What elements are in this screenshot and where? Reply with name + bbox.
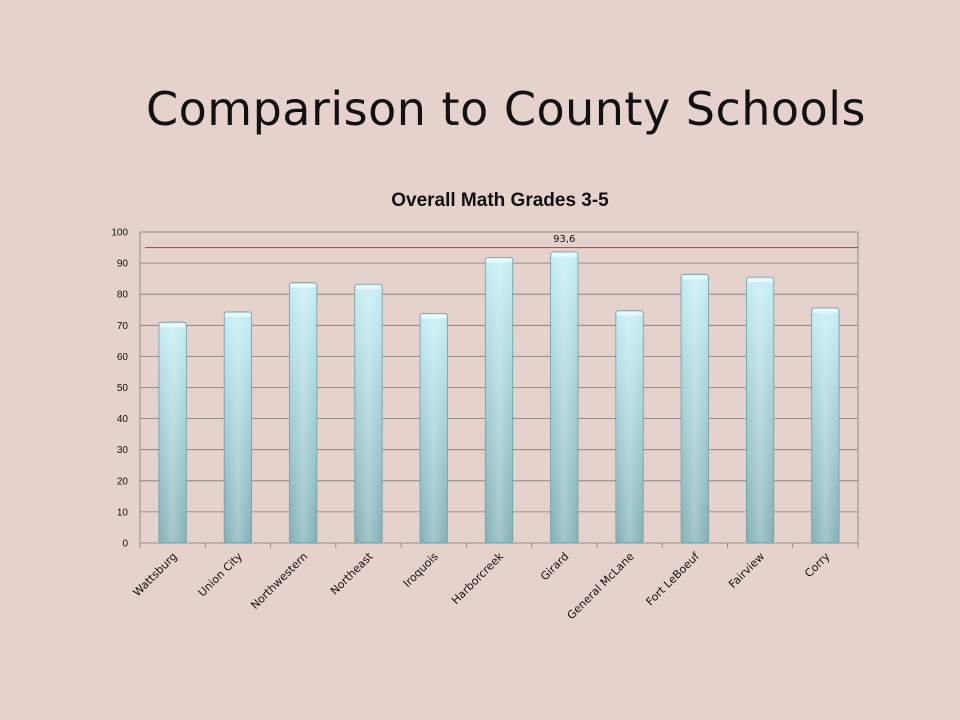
bar-highlight [552, 253, 576, 543]
x-category-label: Northwestern [248, 550, 310, 612]
bar-highlight [356, 286, 381, 542]
x-category-label: Harborcreek [449, 549, 507, 607]
bar-cap [159, 323, 186, 328]
bar-highlight [617, 312, 642, 542]
bar-cap [551, 252, 577, 257]
bar-highlight [487, 259, 511, 542]
data-label: 93,6 [553, 234, 575, 245]
bars [145, 246, 858, 544]
labels: 0 10 20 30 40 50 60 70 80 90 100 Wattsburg Union Cit… [111, 228, 833, 623]
bar-cap [747, 278, 773, 283]
y-tick-label: 100 [111, 228, 128, 239]
y-tick-label: 0 [122, 539, 128, 550]
y-tick-label: 20 [117, 476, 129, 487]
y-tick-label: 80 [117, 290, 129, 301]
bar-highlight [422, 315, 446, 542]
bar-cap [421, 314, 447, 319]
x-category-label: Corry [802, 550, 833, 581]
y-tick-label: 70 [117, 321, 129, 332]
y-tick-label: 50 [117, 383, 129, 394]
bar-cap [486, 258, 512, 263]
x-category-label: Girard [538, 550, 571, 583]
bar-cap [616, 311, 643, 316]
x-category-label: Iroquois [401, 550, 441, 590]
bar-cap [682, 275, 708, 280]
x-category-label: Fort LeBoeuf [644, 549, 703, 608]
bar-highlight [748, 279, 772, 542]
bar-highlight [226, 313, 250, 542]
axes [139, 232, 859, 548]
slide-title: Comparison to County Schools [146, 82, 866, 136]
bar-cap [355, 285, 382, 290]
x-category-label: Fairview [726, 550, 767, 591]
x-category-label: Wattsburg [131, 550, 180, 599]
bar-highlight [683, 276, 707, 542]
y-tick-label: 90 [117, 259, 129, 270]
chart-title: Overall Math Grades 3-5 [391, 190, 609, 211]
x-category-label: General McLane [565, 550, 637, 622]
x-category-label: Northeast [328, 549, 376, 597]
bar-cap [290, 283, 316, 288]
y-tick-label: 40 [117, 414, 129, 425]
bar-highlight [291, 284, 315, 542]
y-tick-label: 30 [117, 445, 129, 456]
x-category-label: Union City [196, 550, 246, 600]
y-tick-label: 60 [117, 352, 129, 363]
bar-highlight [813, 309, 838, 542]
bar-cap [225, 312, 251, 317]
y-tick-label: 10 [117, 507, 129, 518]
bar-cap [812, 308, 839, 313]
bar-highlight [160, 324, 185, 542]
